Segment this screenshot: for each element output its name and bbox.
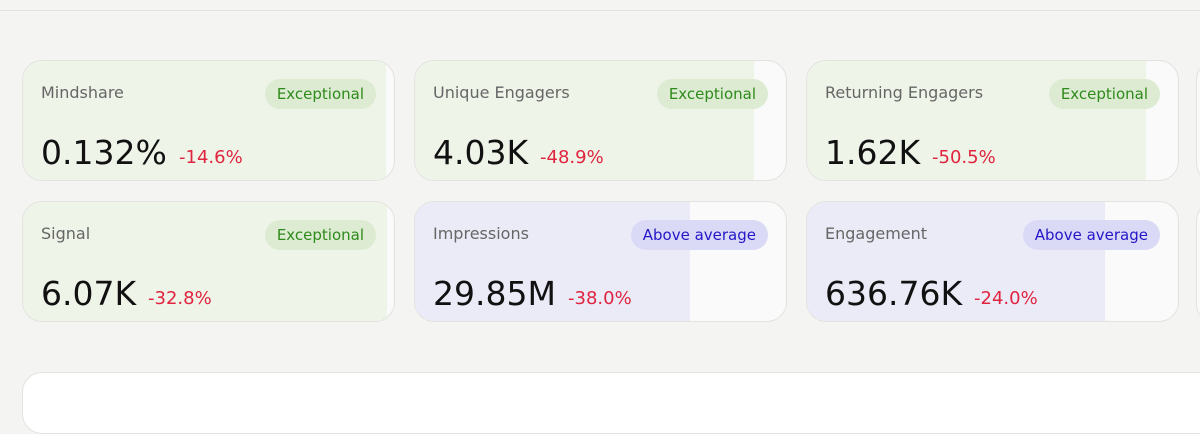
metric-label: Unique Engagers (433, 83, 570, 102)
metric-label: Returning Engagers (825, 83, 984, 102)
metric-label: Engagement (825, 224, 928, 243)
metric-change: -50.5% (932, 147, 996, 168)
panel (22, 372, 1200, 434)
metric-card: Returning Engagers Exceptional 1.62K -50.5% (806, 60, 1179, 181)
page: Mindshare Exceptional 0.132% -14.6% Unique E… (0, 10, 1200, 434)
metric-change: -38.0% (568, 288, 632, 309)
metric-change: -48.9% (540, 147, 604, 168)
rating-badge: Exceptional (264, 79, 376, 109)
metric-change: -32.8% (148, 288, 212, 309)
metric-change: -24.0% (974, 288, 1038, 309)
metric-card: Unique Engagers Exceptional 4.03K -48.9% (414, 60, 787, 181)
card-edge (1196, 201, 1200, 324)
metric-value: 4.03K (433, 133, 529, 172)
metric-value: 6.07K (41, 274, 137, 313)
metric-change: -14.6% (179, 147, 243, 168)
metric-value: 636.76K (825, 274, 963, 313)
metric-value: 0.132% (41, 133, 167, 172)
metric-card: Impressions Above average 29.85M -38.0% (414, 201, 787, 322)
rating-badge: Above average (1022, 220, 1160, 250)
card-edge (1196, 60, 1200, 183)
rating-badge: Exceptional (656, 79, 768, 109)
rating-badge: Above average (630, 220, 768, 250)
rating-badge: Exceptional (264, 220, 376, 250)
metric-label: Signal (41, 224, 91, 243)
metric-label: Mindshare (41, 83, 124, 102)
metric-card: Mindshare Exceptional 0.132% -14.6% (22, 60, 395, 181)
metric-card: Engagement Above average 636.76K -24.0% (806, 201, 1179, 322)
metric-label: Impressions (433, 224, 529, 243)
metric-card: Signal Exceptional 6.07K -32.8% (22, 201, 395, 322)
divider (0, 10, 1200, 11)
metric-value: 29.85M (433, 274, 556, 313)
metric-value: 1.62K (825, 133, 921, 172)
rating-badge: Exceptional (1048, 79, 1160, 109)
